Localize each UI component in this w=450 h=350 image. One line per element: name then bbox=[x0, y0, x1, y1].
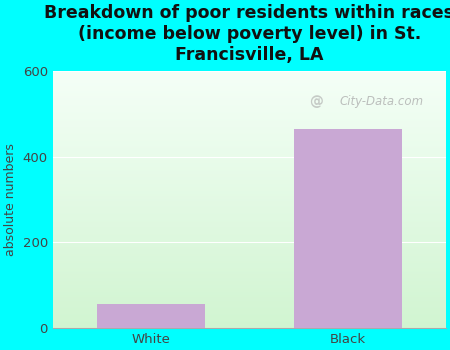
Bar bbox=[97, 304, 205, 328]
Y-axis label: absolute numbers: absolute numbers bbox=[4, 143, 17, 256]
Title: Breakdown of poor residents within races
(income below poverty level) in St.
Fra: Breakdown of poor residents within races… bbox=[45, 4, 450, 64]
Text: @: @ bbox=[309, 95, 323, 109]
Text: City-Data.com: City-Data.com bbox=[340, 95, 424, 108]
Bar bbox=[293, 129, 401, 328]
